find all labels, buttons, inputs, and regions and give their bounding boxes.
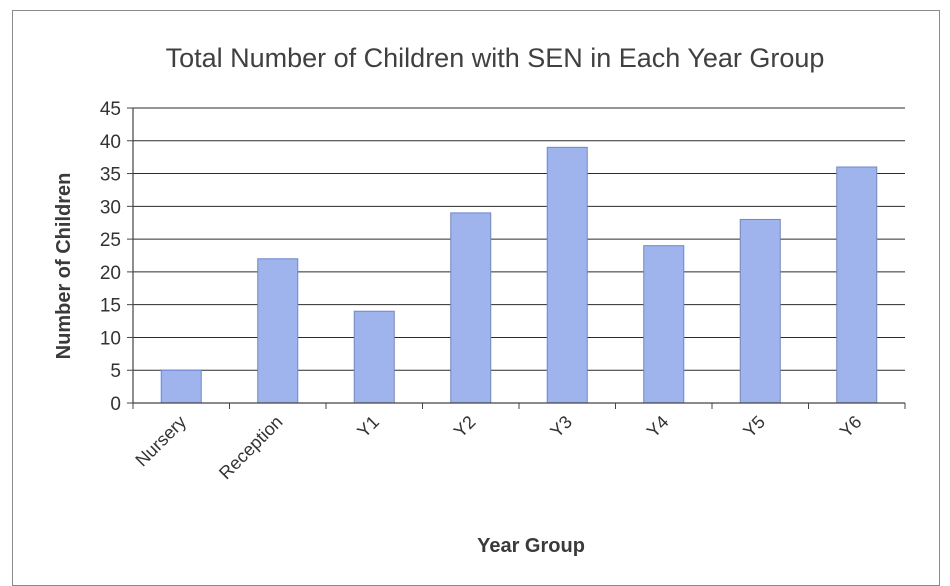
x-tick-label: Y3 <box>546 412 576 442</box>
y-tick-label: 30 <box>100 197 121 218</box>
y-tick-label: 45 <box>100 99 121 120</box>
bar-y5 <box>739 218 781 404</box>
x-axis-title: Year Group <box>477 535 585 557</box>
chart-frame: Total Number of Children with SEN in Eac… <box>12 10 940 586</box>
y-tick-label: 25 <box>100 230 121 251</box>
axes <box>127 107 906 409</box>
x-tick-label: Y4 <box>643 412 673 442</box>
x-tick-label: Y2 <box>450 412 480 442</box>
chart-title: Total Number of Children with SEN in Eac… <box>166 43 825 73</box>
bar-y6 <box>836 166 878 404</box>
bar-chart: Total Number of Children with SEN in Eac… <box>53 43 906 557</box>
bar-reception <box>257 258 299 404</box>
bars <box>160 146 878 404</box>
bar-y2 <box>450 212 492 404</box>
y-tick-label: 0 <box>110 394 121 415</box>
bar-y4 <box>643 245 685 404</box>
gridlines <box>133 107 905 371</box>
y-tick-label: 15 <box>100 296 121 317</box>
x-tick-label: Y6 <box>836 412 866 442</box>
x-tick-labels: Nursery Reception Y1 Y2 Y3 Y4 Y5 Y6 <box>131 412 865 483</box>
y-axis-title: Number of Children <box>53 173 75 360</box>
x-tick-label: Reception <box>215 412 286 483</box>
y-tick-label: 20 <box>100 263 121 284</box>
x-tick-label: Y1 <box>353 412 383 442</box>
bar-nursery <box>160 369 202 404</box>
y-tick-label: 40 <box>100 132 121 153</box>
y-tick-labels: 0 5 10 15 20 25 30 35 40 45 <box>100 99 121 415</box>
x-tick-label: Y5 <box>739 412 769 442</box>
bar-y1 <box>353 310 395 404</box>
y-tick-label: 10 <box>100 328 121 349</box>
bar-y3 <box>546 146 588 404</box>
y-tick-label: 5 <box>110 361 121 382</box>
x-tick-label: Nursery <box>131 412 190 471</box>
y-tick-label: 35 <box>100 165 121 186</box>
